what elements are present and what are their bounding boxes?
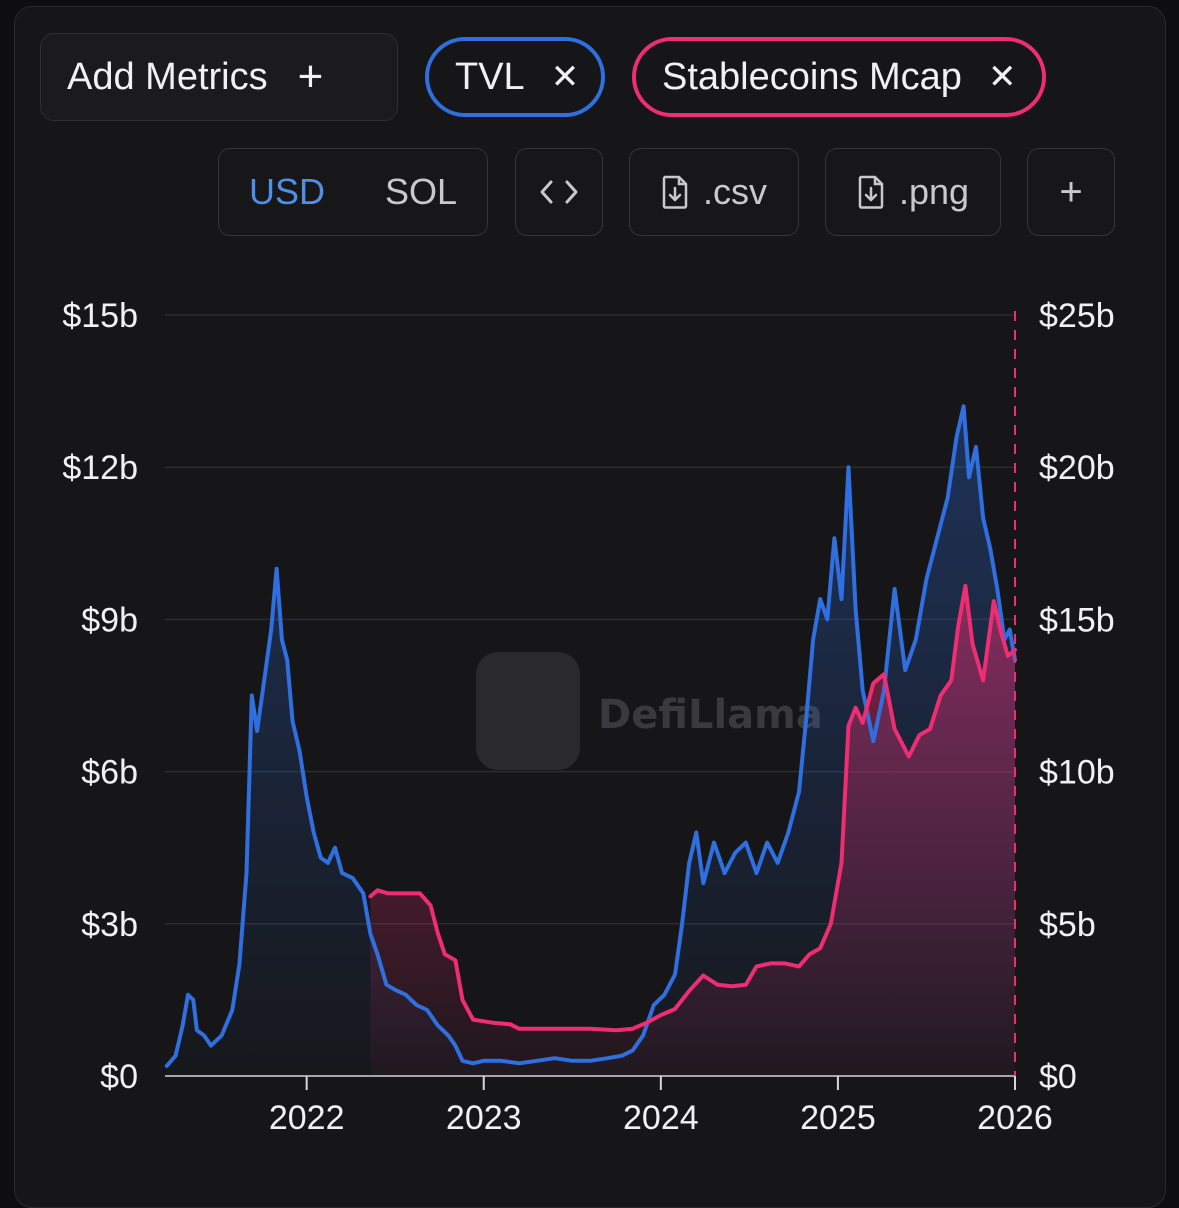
y-left-tick-label: $9b: [81, 601, 138, 639]
y-right-tick-label: $0: [1039, 1058, 1077, 1096]
y-left-tick-label: $12b: [62, 449, 138, 487]
series-area-tvl: [166, 406, 1016, 1076]
plus-icon: +: [297, 52, 324, 101]
y-left-tick-label: $3b: [81, 906, 138, 944]
y-right-tick-label: $20b: [1039, 449, 1115, 487]
series-line-stablecoins[interactable]: [368, 583, 1017, 1033]
series-area-stablecoins: [370, 585, 1015, 1076]
plus-icon: +: [1059, 169, 1083, 214]
series-line-tvl[interactable]: [164, 404, 1017, 1068]
x-tick-label: 2022: [269, 1099, 345, 1137]
close-icon[interactable]: ✕: [550, 58, 580, 96]
chart: DefiLlama $0 $0 $3b $5b $6b $10b $9b $15b $12b $2…: [62, 297, 1114, 1137]
watermark-text: DefiLlama: [598, 692, 823, 738]
metric-chip-label: Stablecoins Mcap: [662, 55, 962, 98]
metric-chip-label: TVL: [455, 55, 525, 98]
download-csv-button[interactable]: .csv: [629, 148, 799, 236]
axes: $0 $0 $3b $5b $6b $10b $9b $15b $12b $20b $15b $25b…: [62, 297, 1114, 1137]
csv-label: .csv: [702, 171, 767, 212]
llama-logo-icon: [476, 652, 580, 770]
y-right-tick-label: $15b: [1039, 601, 1115, 639]
file-download-icon: [858, 175, 884, 209]
y-right-tick-label: $25b: [1039, 297, 1115, 335]
metric-chip-tvl[interactable]: TVL ✕: [425, 37, 605, 117]
watermark: DefiLlama: [476, 652, 823, 770]
add-metrics-button[interactable]: Add Metrics +: [40, 33, 398, 121]
x-tick-label: 2025: [800, 1099, 876, 1137]
more-options-button[interactable]: +: [1027, 148, 1115, 236]
y-left-tick-label: $15b: [62, 297, 138, 335]
y-right-tick-label: $5b: [1039, 906, 1096, 944]
metric-chip-stablecoins-mcap[interactable]: Stablecoins Mcap ✕: [632, 37, 1046, 117]
code-icon: [540, 180, 578, 204]
y-right-tick-label: $10b: [1039, 754, 1115, 792]
file-download-icon: [662, 175, 688, 209]
unit-toggle: USD SOL: [218, 148, 488, 236]
series-lines: [164, 404, 1017, 1068]
y-left-tick-label: $6b: [81, 754, 138, 792]
x-tick-label: 2024: [623, 1099, 699, 1137]
x-tick-label: 2026: [977, 1099, 1053, 1137]
y-left-tick-label: $0: [100, 1058, 138, 1096]
unit-usd-button[interactable]: USD: [248, 171, 325, 212]
unit-sol-button[interactable]: SOL: [384, 171, 458, 212]
x-tick-label: 2023: [446, 1099, 522, 1137]
png-label: .png: [898, 171, 970, 212]
series-areas: [166, 406, 1016, 1076]
add-metrics-label: Add Metrics: [67, 55, 268, 98]
close-icon[interactable]: ✕: [987, 58, 1017, 96]
embed-button[interactable]: [515, 148, 603, 236]
download-png-button[interactable]: .png: [825, 148, 1001, 236]
